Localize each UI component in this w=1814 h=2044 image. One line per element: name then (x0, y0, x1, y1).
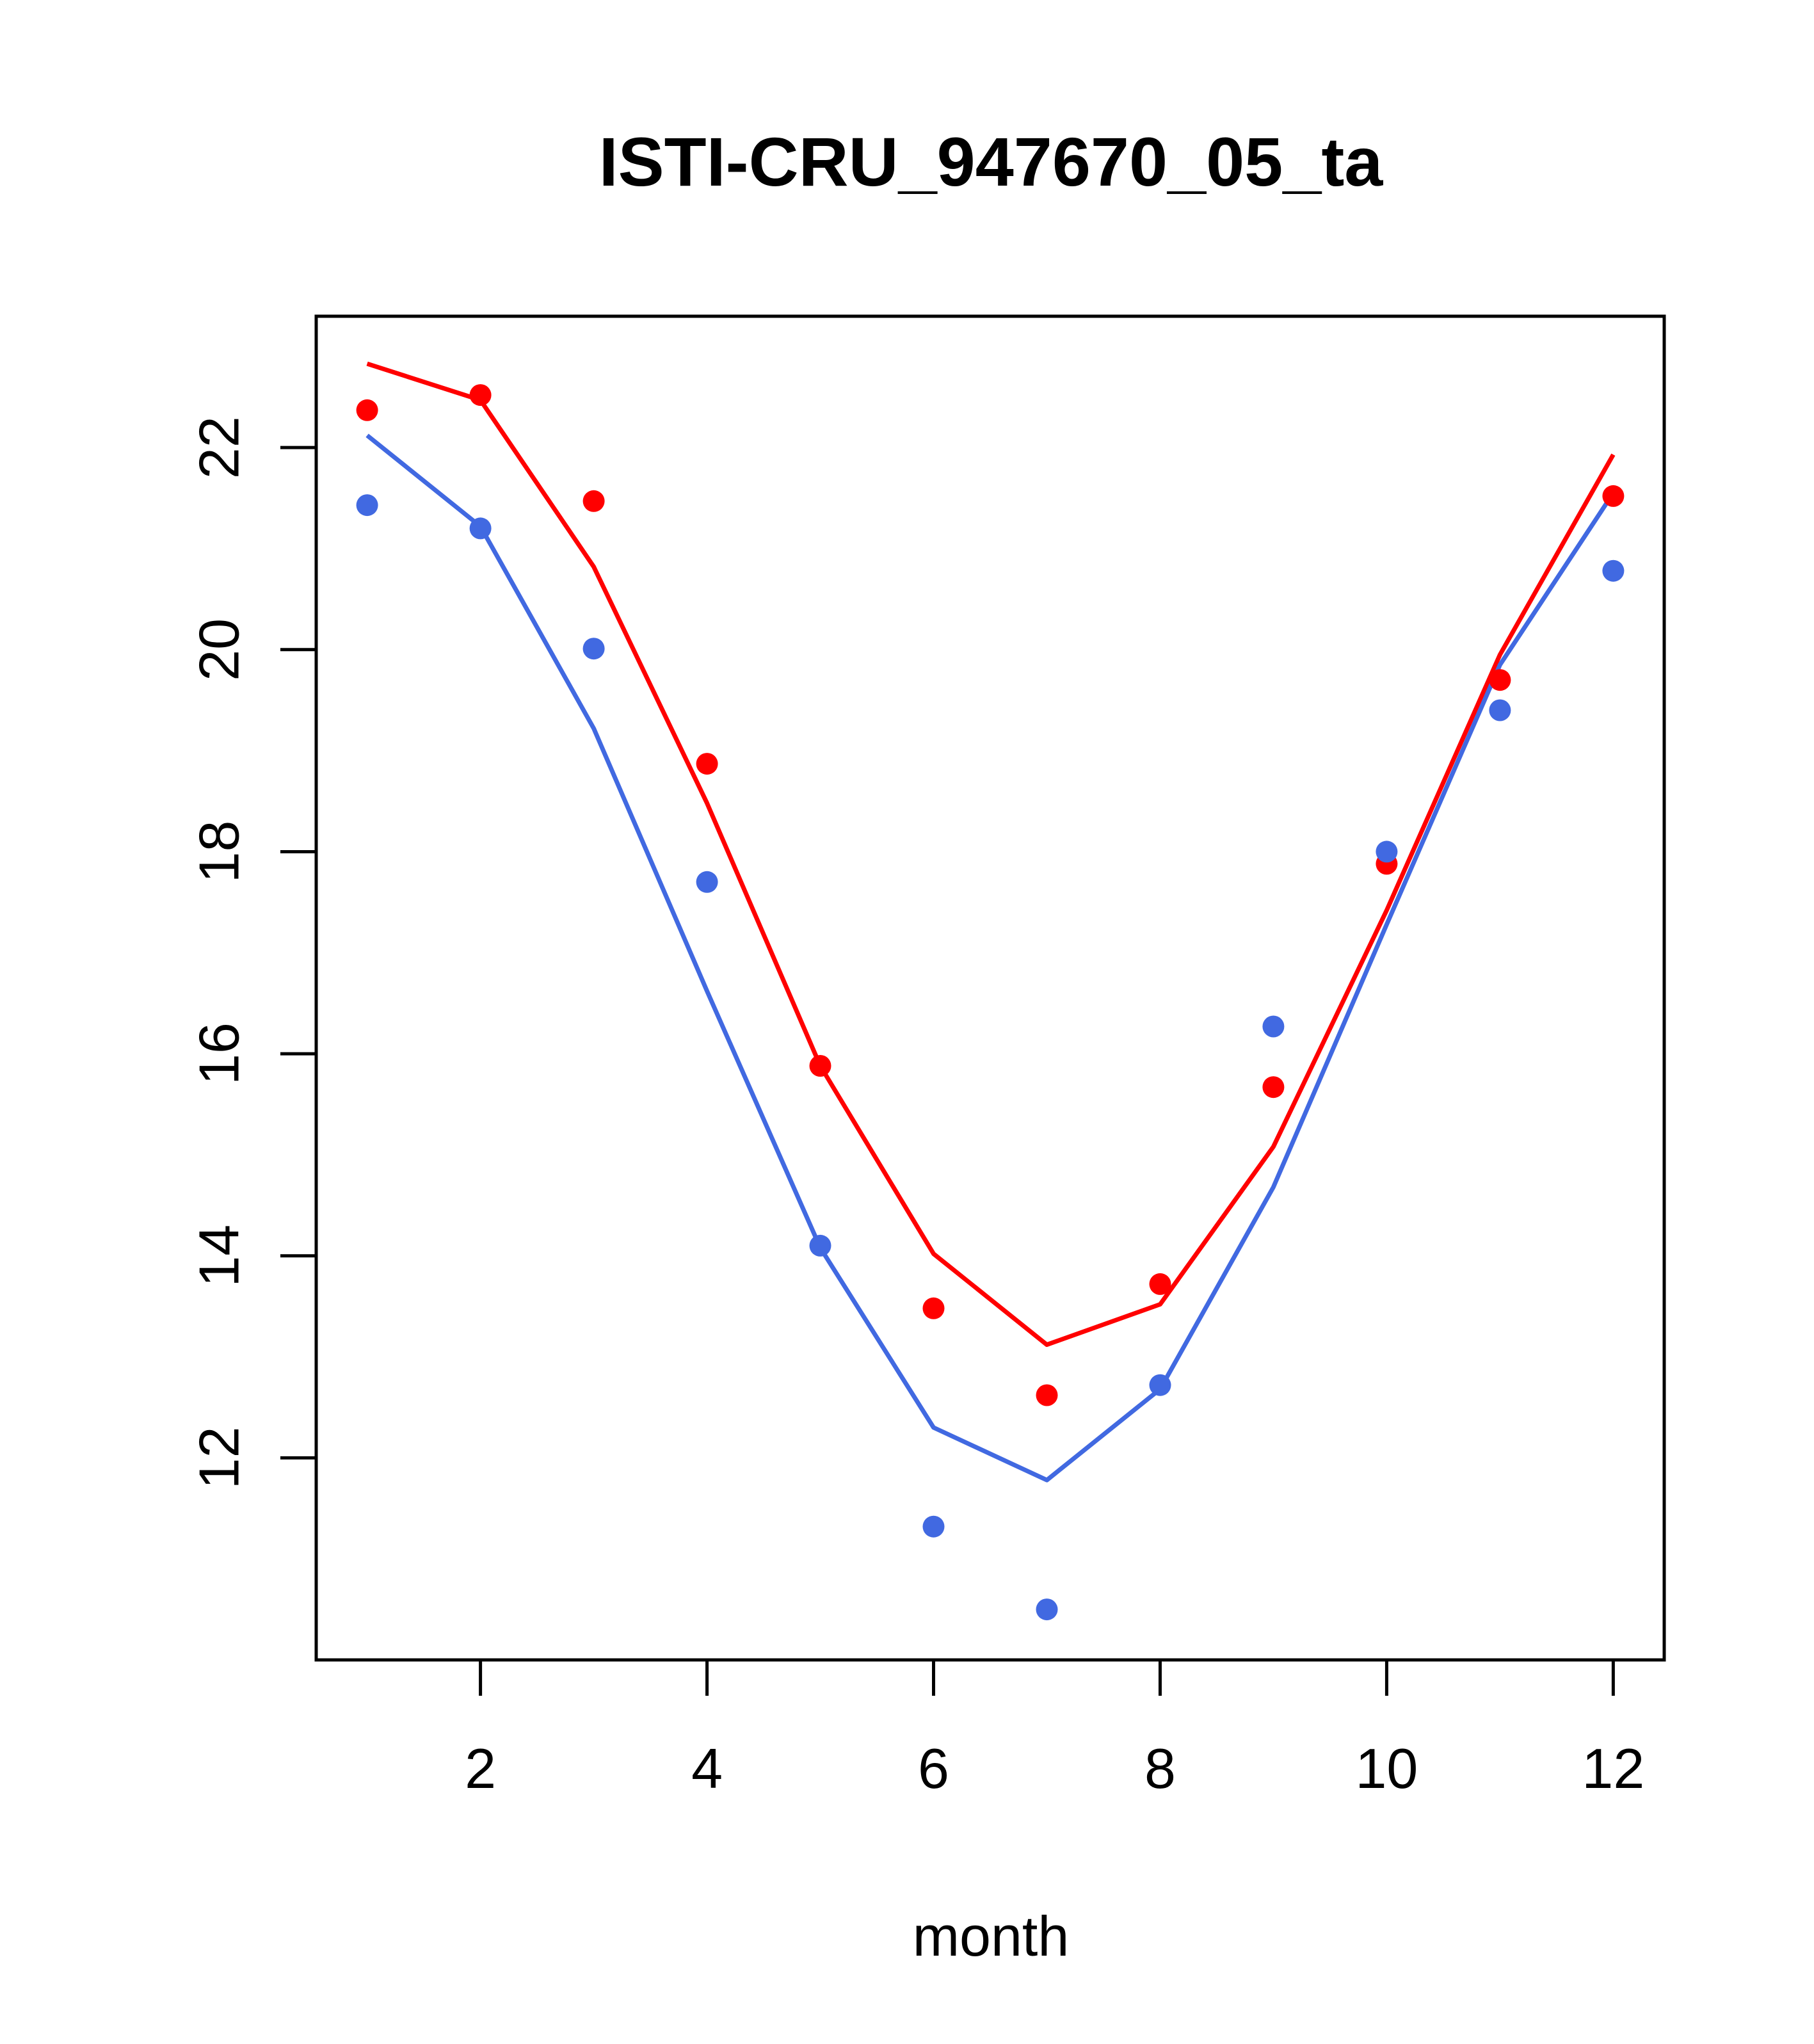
series-2-point-10 (1376, 841, 1398, 863)
series-1-point-5 (809, 1055, 831, 1077)
axes: 2 4 6 8 10 12 12 14 16 18 20 22 (188, 416, 1645, 1800)
series-2-line (365, 433, 1616, 1483)
y-tick-label-14: 14 (188, 1225, 251, 1287)
series-2-point-1 (356, 494, 378, 517)
series-1-point-12 (1602, 485, 1625, 507)
y-tick-label-20: 20 (188, 618, 251, 681)
series-1-point-1 (356, 399, 378, 421)
series-1-point-9 (1262, 1076, 1285, 1098)
x-tick-label-4: 4 (691, 1737, 723, 1800)
y-tick-label-12: 12 (188, 1426, 251, 1489)
chart-title: ISTI-CRU_947670_05_ta (599, 123, 1384, 200)
series-2-point-12 (1602, 559, 1625, 582)
series-1-point-2 (469, 384, 492, 406)
series-2-point-3 (582, 638, 605, 660)
series-2-point-8 (1149, 1374, 1171, 1396)
y-tick-label-18: 18 (188, 820, 251, 883)
y-tick-label-22: 22 (188, 416, 251, 479)
series-2-point-2 (469, 517, 492, 540)
x-tick-label-2: 2 (465, 1737, 496, 1800)
series-1-point-8 (1149, 1273, 1171, 1295)
series-2-point-4 (696, 871, 718, 893)
series-2-point-6 (922, 1515, 945, 1538)
series-1-point-6 (922, 1297, 945, 1319)
series-1-point-11 (1489, 669, 1511, 691)
y-tick-label-16: 16 (188, 1022, 251, 1085)
series-2-point-7 (1036, 1598, 1058, 1621)
x-tick-label-10: 10 (1355, 1737, 1418, 1800)
x-tick-label-12: 12 (1582, 1737, 1644, 1800)
series-2-point-11 (1489, 699, 1511, 721)
series-1-line (366, 361, 1616, 1348)
series-2-point-9 (1262, 1015, 1285, 1038)
series-2-point-5 (809, 1234, 831, 1257)
x-axis-title: month (913, 1904, 1070, 1968)
plot-area (356, 361, 1625, 1621)
series-1-point-7 (1036, 1384, 1058, 1406)
series-1-point-4 (696, 753, 718, 775)
series-1-point-3 (582, 490, 605, 512)
x-tick-label-8: 8 (1144, 1737, 1176, 1800)
x-tick-label-6: 6 (918, 1737, 949, 1800)
